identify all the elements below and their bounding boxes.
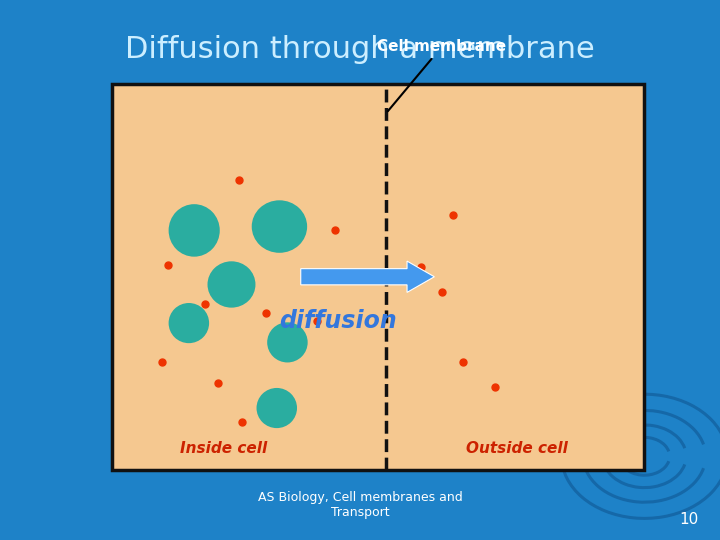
Ellipse shape (207, 261, 256, 308)
Text: Diffusion through a membrane: Diffusion through a membrane (125, 35, 595, 64)
Text: Outside cell: Outside cell (466, 441, 567, 456)
Text: Cell membrane: Cell membrane (377, 39, 506, 111)
Text: 10: 10 (679, 511, 698, 526)
Text: Inside cell: Inside cell (180, 441, 267, 456)
Bar (112, 84, 644, 470)
Ellipse shape (256, 388, 297, 428)
Text: AS Biology, Cell membranes and
Transport: AS Biology, Cell membranes and Transport (258, 491, 462, 519)
Text: diffusion: diffusion (279, 309, 397, 333)
FancyArrow shape (301, 261, 434, 293)
Ellipse shape (252, 200, 307, 253)
Ellipse shape (267, 322, 307, 362)
Ellipse shape (168, 303, 209, 343)
Ellipse shape (168, 204, 220, 256)
